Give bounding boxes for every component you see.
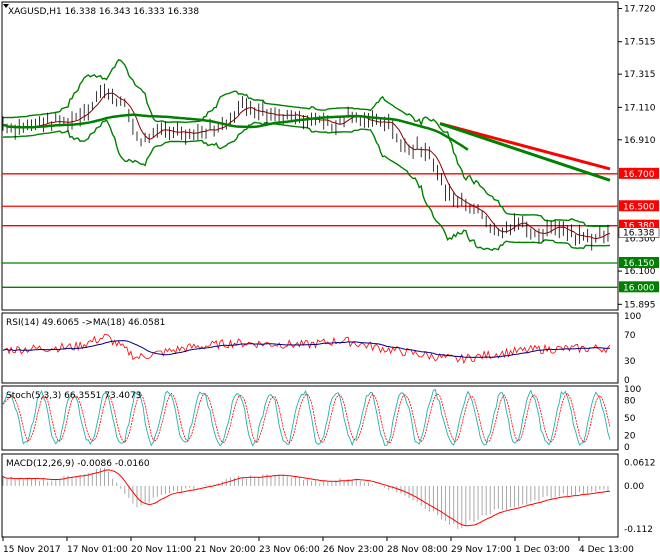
time-axis-label-5: 26 Nov 23:00 (323, 545, 384, 555)
level-badge-label-1: 16.500 (623, 202, 655, 212)
price-candles (2, 83, 609, 251)
rsi-axis-label-0: 100 (624, 312, 641, 322)
trend-line-red (439, 122, 611, 171)
level-badge-label-0: 16.700 (623, 170, 655, 180)
stochastic-panel-title: Stoch(5,3,3) 66.3551 73.4073 (6, 391, 141, 401)
macd-axis-label-1: 0.00 (624, 482, 644, 492)
level-badge-3 (619, 256, 659, 268)
price-axis-label-0: 17.720 (624, 4, 656, 14)
stochastic-axis-label-4: 0 (624, 443, 630, 453)
stochastic-panel-frame (1, 385, 619, 451)
trend-line-green (439, 122, 611, 182)
current-price-badge (618, 227, 660, 238)
price-panel[interactable]: 17.720 17.515 17.315 17.110 16.910 16.100 15.8… (1, 1, 660, 311)
price-axis: 17.720 17.515 17.315 17.110 16.910 16.100 15.8… (618, 4, 660, 310)
rsi-axis-label-2: 30 (624, 357, 636, 367)
price-axis-label-2: 17.315 (624, 70, 656, 80)
time-axis-label-0: 15 Nov 2017 (3, 545, 61, 555)
level-badge-2 (619, 219, 659, 231)
price-axis-label-4: 16.910 (624, 136, 656, 146)
price-levels (2, 173, 618, 288)
macd-panel[interactable]: 0.0612 0.00 -0.112 MACD(12,26,9) -0.0086 -… (1, 453, 656, 538)
trend-lines[interactable] (439, 122, 611, 182)
price-axis-faint-label: 16.300 (624, 235, 656, 245)
rsi-axis: 100 70 30 0 (624, 312, 641, 386)
level-badge-label-3: 16.150 (623, 259, 655, 269)
stochastic-lines (2, 388, 611, 447)
macd-signal-line (2, 469, 611, 527)
macd-panel-title: MACD(12,26,9) -0.0086 -0.0160 (6, 459, 150, 469)
time-axis-label-7: 29 Nov 17:00 (451, 545, 512, 555)
macd-signal-line (2, 469, 611, 527)
moving-averages (2, 92, 611, 240)
rsi-panel-title: RSI(14) 49.6065 ->MA(18) 46.0581 (6, 318, 165, 328)
stochastic-main-line (2, 388, 611, 447)
rsi-ma-line (2, 340, 610, 358)
time-axis-label-9: 4 Dec 13:00 (579, 545, 634, 555)
stochastic-axis-label-0: 100 (624, 385, 641, 395)
time-axis-label-4: 23 Nov 06:00 (259, 545, 320, 555)
stochastic-axis-label-1: 80 (624, 397, 636, 407)
stochastic-axis-label-2: 50 (624, 414, 636, 424)
stochastic-axis: 100 80 50 20 0 (624, 385, 641, 453)
macd-axis: 0.0612 0.00 -0.112 (624, 458, 656, 535)
ma-slow-line (2, 113, 469, 151)
price-axis-label-6: 15.895 (624, 300, 656, 310)
band-lower (2, 119, 611, 251)
level-badge-4 (619, 281, 659, 293)
price-axis-label-5: 16.100 (624, 267, 656, 277)
macd-histogram (2, 467, 609, 529)
rsi-lines (2, 333, 611, 365)
time-axis-label-6: 28 Nov 08:00 (387, 545, 448, 555)
collapse-triangle-icon[interactable] (3, 4, 9, 8)
bollinger-bands (2, 58, 611, 251)
time-axis-label-2: 20 Nov 11:00 (131, 545, 192, 555)
rsi-panel-frame (1, 312, 619, 384)
level-badge-label-4: 16.000 (623, 283, 655, 293)
level-badge-label-2: 16.380 (623, 222, 655, 232)
price-panel-title: XAGUSD,H1 16.338 16.343 16.333 16.338 (8, 7, 199, 17)
stochastic-panel[interactable]: 100 80 50 20 0 Stoch(5,3,3) 66.3551 73.4073 (1, 385, 641, 453)
time-axis-label-1: 17 Nov 01:00 (67, 545, 128, 555)
time-axis-label-8: 1 Dec 03:00 (515, 545, 570, 555)
price-axis-label-3: 17.110 (624, 103, 656, 113)
band-upper (2, 58, 611, 228)
macd-axis-label-2: -0.112 (624, 525, 653, 535)
price-axis-label-1: 17.515 (624, 38, 656, 48)
rsi-axis-label-1: 70 (624, 331, 636, 341)
level-badge-0 (619, 167, 659, 179)
rsi-axis-label-3: 0 (624, 376, 630, 386)
macd-panel-frame (1, 453, 619, 538)
stochastic-signal-line (2, 392, 611, 444)
level-badge-1 (619, 200, 659, 212)
ma-fast-line (2, 92, 611, 240)
rsi-panel[interactable]: 100 70 30 0 RSI(14) 49.6065 ->MA(18) 46.058… (1, 312, 641, 386)
current-price-label: 16.338 (623, 229, 655, 239)
time-axis-label-3: 21 Nov 20:00 (195, 545, 256, 555)
stochastic-axis-label-3: 20 (624, 431, 636, 441)
macd-axis-label-0: 0.0612 (624, 458, 656, 468)
time-axis: 15 Nov 2017 17 Nov 01:00 20 Nov 11:00 21 No… (2, 537, 634, 555)
price-panel-frame (1, 1, 619, 311)
